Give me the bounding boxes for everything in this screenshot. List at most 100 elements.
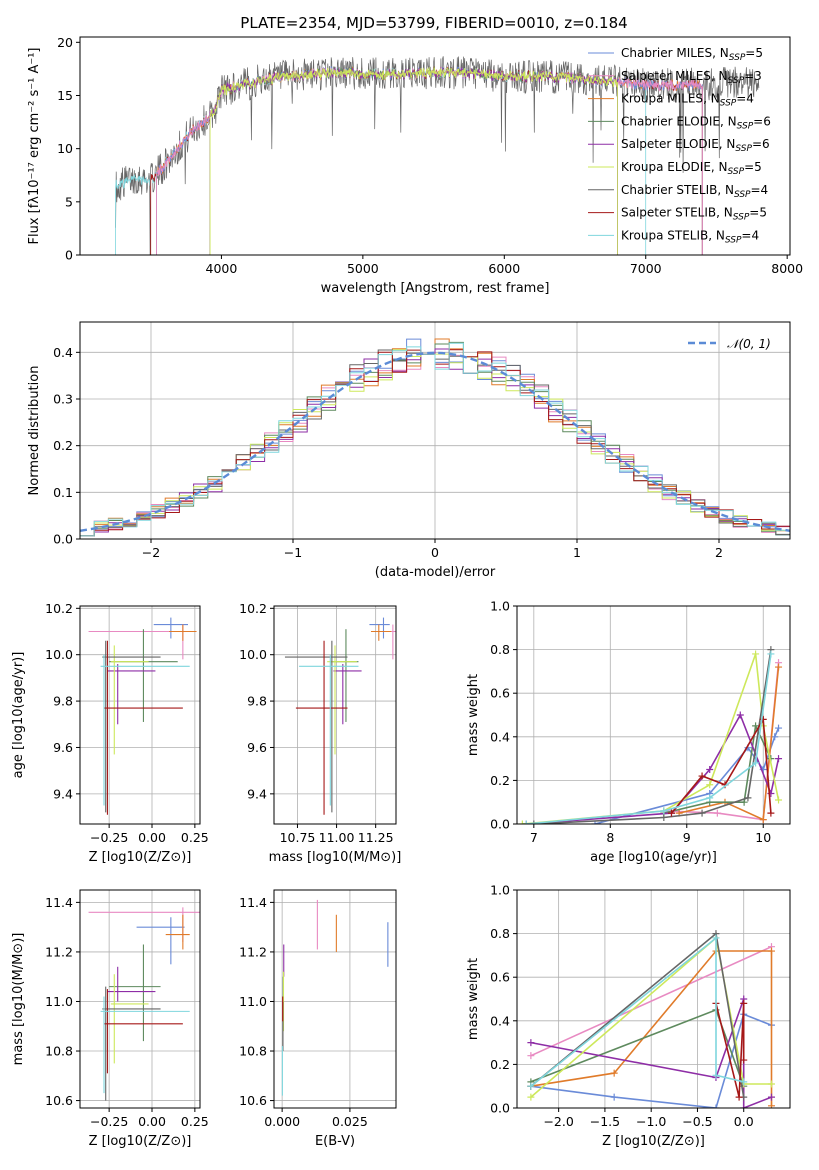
data-point-marker bbox=[752, 759, 760, 767]
y-tick-label: 0 bbox=[65, 248, 73, 263]
x-tick-label: −2 bbox=[142, 545, 160, 560]
data-point-marker bbox=[736, 711, 744, 719]
y-tick-label: 20 bbox=[57, 35, 73, 50]
data-point-marker bbox=[740, 1104, 748, 1108]
y-tick-label: 9.6 bbox=[247, 740, 267, 755]
data-point-marker bbox=[775, 724, 783, 732]
errorbar-point bbox=[109, 944, 161, 1042]
axes-frame bbox=[516, 605, 791, 825]
legend-entry: Chabrier ELODIE, NSSP=6 bbox=[621, 114, 771, 131]
errorbar-point bbox=[107, 663, 156, 725]
panel-age-vs-mass: 10.75 11.00 11.25 9.4 9.6 9.8 10.0 10.2 mass [lo… bbox=[239, 601, 401, 865]
series-line bbox=[530, 932, 745, 1098]
y-tick-label: 1.0 bbox=[490, 599, 510, 614]
x-tick-label: 0.000 bbox=[264, 1114, 300, 1129]
legend: Chabrier MILES, NSSP=5 Salpeter MILES, NS… bbox=[588, 46, 771, 245]
grid bbox=[80, 606, 200, 824]
x-tick-label: 0 bbox=[431, 545, 439, 560]
x-axis-label: wavelength [Angstrom, rest frame] bbox=[321, 281, 550, 296]
y-axis-label: mass [log10(M/M⊙)] bbox=[11, 933, 26, 1066]
y-tick-label: 10.8 bbox=[239, 1044, 267, 1059]
errorbar-point bbox=[100, 654, 190, 806]
plot-area bbox=[80, 606, 200, 824]
y-axis-label: mass weight bbox=[466, 674, 481, 756]
x-tick-label: 10.75 bbox=[280, 830, 316, 845]
plot-area bbox=[80, 322, 790, 539]
series-line bbox=[526, 713, 780, 824]
y-tick-label: 9.8 bbox=[247, 694, 267, 709]
data-point-marker bbox=[752, 650, 760, 658]
gaussian-curve bbox=[80, 351, 790, 532]
series-line bbox=[522, 653, 780, 824]
x-tick-label: 11.00 bbox=[319, 830, 355, 845]
y-tick-label: 0.0 bbox=[490, 1101, 510, 1116]
data-point-marker bbox=[767, 809, 775, 817]
errorbar-point bbox=[369, 617, 390, 639]
y-tick-label: 10.0 bbox=[239, 647, 267, 662]
x-tick-label: −2.0 bbox=[543, 1114, 573, 1129]
data-point-marker bbox=[660, 807, 668, 815]
y-tick-label: 0.4 bbox=[490, 729, 510, 744]
y-tick-label: 0.6 bbox=[490, 686, 510, 701]
y-tick-label: 0.8 bbox=[490, 642, 510, 657]
data-point-marker bbox=[775, 796, 783, 804]
y-tick-label: 10.2 bbox=[239, 601, 267, 616]
grid bbox=[274, 890, 396, 1108]
grid bbox=[517, 890, 790, 1108]
grid bbox=[80, 890, 200, 1108]
axes-frame bbox=[79, 321, 791, 540]
x-tick-label: −1.5 bbox=[590, 1114, 620, 1129]
y-tick-label: 9.4 bbox=[53, 786, 73, 801]
data-point-marker bbox=[610, 1093, 618, 1101]
plot-area bbox=[115, 56, 760, 255]
y-tick-label: 9.4 bbox=[247, 786, 267, 801]
data-point-marker bbox=[767, 947, 775, 955]
y-tick-label: 0.0 bbox=[53, 532, 73, 547]
data-point-marker bbox=[713, 809, 721, 817]
data-point-marker bbox=[735, 1093, 743, 1101]
data-point-marker bbox=[698, 809, 706, 817]
x-axis-label: Z [log10(Z/Z⊙)] bbox=[89, 850, 192, 865]
grid bbox=[517, 606, 790, 824]
legend-entry: Kroupa STELIB, NSSP=4 bbox=[621, 228, 759, 245]
x-tick-label: 2 bbox=[715, 545, 723, 560]
y-tick-label: 10.8 bbox=[45, 1044, 73, 1059]
plot-area bbox=[80, 890, 200, 1108]
panel-mass-vs-ebv: 0.000 0.025 10.6 10.8 11.0 11.2 11.4 E(B-V) bbox=[239, 889, 397, 1149]
y-axis-label: mass weight bbox=[466, 958, 481, 1040]
x-tick-label: 7 bbox=[530, 830, 538, 845]
x-tick-label: 0.025 bbox=[332, 1114, 368, 1129]
y-tick-label: 11.4 bbox=[45, 895, 73, 910]
data-point-marker bbox=[767, 1102, 775, 1108]
errorbar-point bbox=[333, 663, 362, 725]
plot-area bbox=[517, 606, 790, 824]
data-point-marker bbox=[759, 816, 767, 824]
series-line bbox=[663, 723, 772, 814]
y-tick-label: 15 bbox=[57, 88, 73, 103]
x-tick-label: 5000 bbox=[347, 261, 379, 276]
x-axis-label: Z [log10(Z/Z⊙)] bbox=[89, 1134, 192, 1149]
axes-frame bbox=[273, 605, 397, 825]
data-point-marker bbox=[527, 1082, 535, 1090]
errorbar-point bbox=[284, 640, 348, 813]
legend-entry: Salpeter STELIB, NSSP=5 bbox=[621, 206, 767, 223]
data-point-marker bbox=[740, 1056, 748, 1064]
panel-residuals: −2 −1 0 1 2 0.0 0.1 0.2 0.3 0.4 (data-model)/error… bbox=[27, 321, 791, 580]
y-tick-label: 0.8 bbox=[490, 926, 510, 941]
series-line bbox=[530, 936, 744, 1087]
x-tick-label: 8000 bbox=[771, 261, 803, 276]
y-tick-label: 11.0 bbox=[239, 994, 267, 1009]
errorbar-point bbox=[136, 917, 185, 965]
legend-entry: Chabrier MILES, NSSP=5 bbox=[621, 46, 763, 63]
spectrum-line bbox=[209, 67, 618, 255]
x-tick-label: 1 bbox=[573, 545, 581, 560]
axes-frame bbox=[516, 889, 791, 1109]
data-point-marker bbox=[775, 755, 783, 763]
y-tick-label: 11.0 bbox=[45, 994, 73, 1009]
errorbar-point bbox=[100, 996, 190, 1094]
y-tick-label: 0.2 bbox=[53, 438, 73, 453]
axes-frame bbox=[79, 36, 791, 256]
errorbar-point bbox=[110, 645, 149, 755]
panel-weight-vs-Z: −2.0 −1.5 −1.0 −0.5 0.0 0.0 0.2 0.4 0.6 0.8 1.0 Z [… bbox=[466, 883, 791, 1149]
